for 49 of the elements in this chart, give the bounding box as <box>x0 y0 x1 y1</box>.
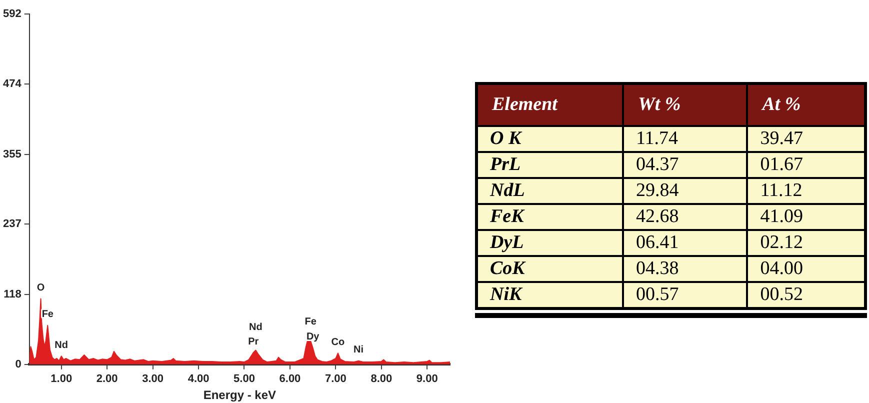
data-label: 04.37 <box>623 152 748 178</box>
annotation: Nd <box>54 340 68 351</box>
x-tick-label: At % <box>747 84 866 126</box>
y-tick-label: DyL <box>476 230 623 256</box>
y-tick-label: NdL <box>476 178 623 204</box>
y-tick-label: NiK <box>476 282 623 308</box>
data-label: 11.12 <box>747 178 866 204</box>
data-label: 42.68 <box>623 204 748 230</box>
annotation: O <box>36 282 45 294</box>
data-label: 39.47 <box>747 126 866 152</box>
data-label: 41.09 <box>747 204 866 230</box>
y-axis-title: Element <box>476 84 623 126</box>
x-tick-label: 5.00 <box>234 373 255 386</box>
x-tick-label: 9.00 <box>416 373 438 386</box>
y-tick-label: 0 <box>15 358 22 370</box>
x-tick-label: 2.00 <box>96 373 118 386</box>
annotation: Fe <box>42 309 54 320</box>
y-tick-label: 474 <box>2 78 22 90</box>
data-label: 29.84 <box>623 178 748 204</box>
data-label: 01.67 <box>747 152 866 178</box>
x-tick-label: 7.00 <box>324 373 346 386</box>
data-label: 04.00 <box>747 256 866 282</box>
x-tick-label: 1.00 <box>50 373 72 386</box>
x-tick-label: 6.00 <box>279 373 301 386</box>
y-tick-label: O K <box>476 126 623 152</box>
data-label: 11.74 <box>623 126 748 152</box>
x-tick-label: Wt % <box>623 84 748 126</box>
x-axis-title: Energy - keV <box>203 388 276 402</box>
y-tick-label: 237 <box>2 218 22 230</box>
data-label: 06.41 <box>623 230 748 256</box>
annotation: Pr <box>248 336 259 348</box>
x-tick-label: 4.00 <box>188 373 210 386</box>
data-label: 00.52 <box>747 282 866 308</box>
data-label: 02.12 <box>747 230 866 256</box>
x-tick-label: 3.00 <box>142 373 164 386</box>
y-tick-label: FeK <box>476 204 623 230</box>
annotation: Dy <box>306 332 320 343</box>
y-tick-label: 592 <box>2 8 22 20</box>
annotation: Fe <box>304 316 317 328</box>
y-tick-label: CoK <box>476 256 623 282</box>
data-label: 04.38 <box>623 256 748 282</box>
annotation: Ni <box>354 344 364 356</box>
y-tick-label: 355 <box>2 148 22 160</box>
annotation: Nd <box>249 322 262 333</box>
x-tick-label: 8.00 <box>370 373 392 386</box>
annotation: Co <box>331 336 345 348</box>
y-tick-label: 118 <box>4 288 22 301</box>
y-tick-label: PrL <box>476 152 623 178</box>
data-label: 00.57 <box>623 282 748 308</box>
